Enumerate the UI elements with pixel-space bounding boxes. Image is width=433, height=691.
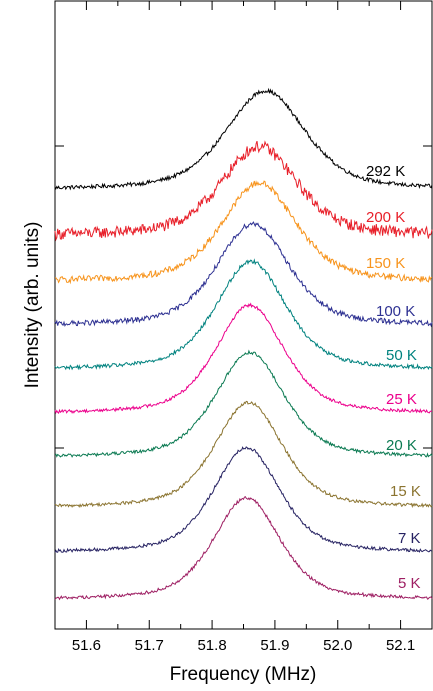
y-axis-ticks: [55, 145, 432, 449]
x-tick-label: 51.8: [197, 637, 226, 654]
x-tick-label: 51.9: [260, 637, 289, 654]
series-line: [54, 496, 433, 601]
y-axis-title: Intensity (arb. units): [22, 222, 43, 389]
series-line: [54, 302, 433, 415]
series-label: 25 K: [386, 391, 417, 408]
series-line: [54, 446, 433, 553]
series-label: 5 K: [398, 575, 421, 592]
series-label: 100 K: [376, 303, 415, 320]
series-line: [54, 87, 433, 191]
series-line: [54, 400, 433, 509]
x-tick-label: 52.0: [323, 637, 352, 654]
series-label: 7 K: [398, 530, 421, 547]
series-label: 292 K: [366, 163, 405, 180]
series-line: [54, 180, 433, 285]
series-line: [54, 349, 433, 458]
x-tick-label: 51.6: [72, 637, 101, 654]
series-label: 50 K: [386, 347, 417, 364]
spectra-curves: [54, 87, 433, 601]
series-line: [54, 221, 433, 328]
series-line: [54, 258, 433, 371]
series-label: 20 K: [386, 437, 417, 454]
x-axis-ticks: 51.6 51.7 51.8 51.9 52.0 52.1: [54, 1, 433, 654]
series-label: 15 K: [390, 483, 421, 500]
series-label: 150 K: [366, 255, 405, 272]
x-tick-label: 51.7: [135, 637, 164, 654]
x-tick-label: 52.1: [386, 637, 415, 654]
series-label: 200 K: [366, 209, 405, 226]
series-line: [54, 140, 433, 242]
curve-labels: 292 K 200 K 150 K 100 K 50 K 25 K 20 K 15 K 7 K 5…: [366, 163, 421, 592]
x-axis-title: Frequency (MHz): [170, 664, 317, 685]
